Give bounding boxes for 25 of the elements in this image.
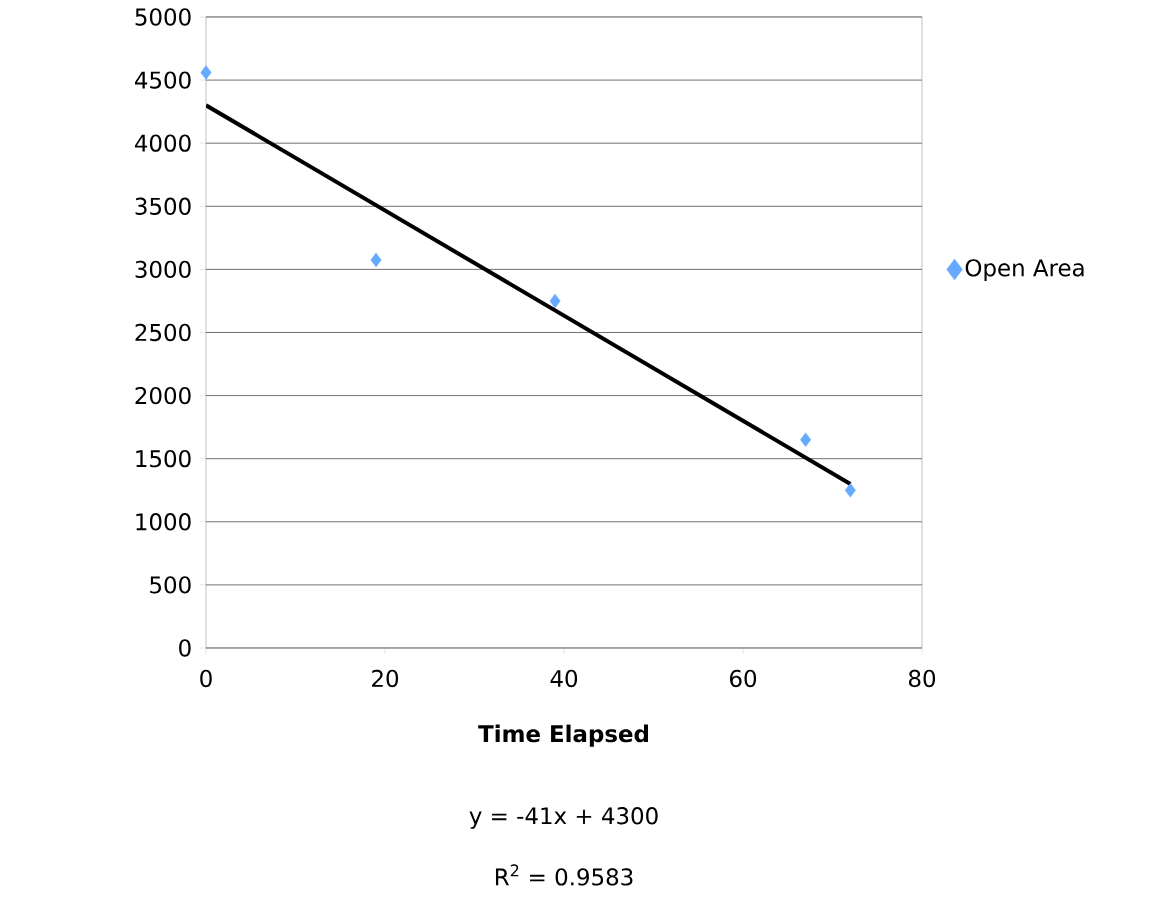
y-tick-label: 4500 [134, 71, 191, 89]
y-tick-label: 1500 [136, 450, 191, 468]
y-tick-label: 4000 [134, 134, 191, 152]
y-tick-label: 3000 [135, 260, 191, 279]
legend-label: Open Area [965, 259, 1084, 281]
text: R$^{2}$ = 0.9583 [495, 864, 633, 886]
y-tick-label: 500 [150, 576, 191, 594]
y-tick-label: 2000 [135, 386, 191, 405]
point [200, 65, 212, 80]
y-tick-label: 1000 [136, 513, 191, 531]
y-tick-label: 3500 [135, 197, 191, 215]
point [549, 293, 561, 309]
text: y = -41x + 4300 [469, 807, 658, 829]
y-tick-label: 5000 [135, 8, 191, 26]
x-tick-label: 80 [908, 669, 936, 688]
x-tick-label: 20 [372, 669, 399, 688]
point [844, 483, 856, 498]
x-tick-label: 0 [200, 669, 212, 688]
x-tick-label: 60 [730, 669, 757, 688]
point [370, 252, 382, 268]
point [800, 432, 812, 447]
x-tick-label: 40 [550, 669, 578, 688]
x-axis-title: Time Elapsed [478, 724, 648, 747]
y-tick-label: 0 [179, 639, 191, 657]
y-tick-label: 2500 [135, 323, 191, 342]
